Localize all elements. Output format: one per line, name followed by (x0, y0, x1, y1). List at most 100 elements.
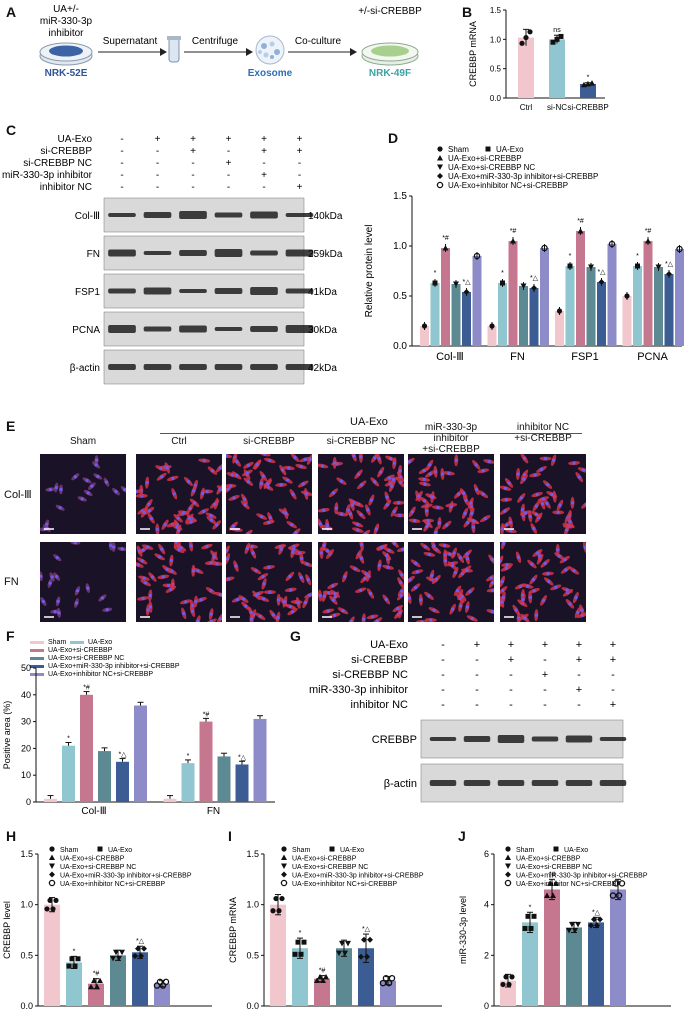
nucleus-stain (86, 491, 90, 495)
nucleus-stain (375, 619, 379, 622)
condition-sign: - (262, 158, 265, 169)
condition-sign: + (474, 639, 480, 651)
data-point (298, 951, 304, 957)
data-point (525, 913, 531, 919)
condition-label: miR-330-3p inhibitor (2, 170, 93, 181)
nucleus-stain (192, 501, 197, 505)
nucleus-stain (576, 610, 580, 615)
nucleus-stain (360, 543, 364, 547)
nucleus-stain (547, 579, 551, 583)
nucleus-stain (305, 562, 309, 566)
nucleus-stain (541, 497, 545, 501)
nucleus-stain (325, 549, 330, 553)
blot-band (214, 212, 243, 218)
nucleus-stain (534, 512, 538, 516)
chart-i: Sham UA-Exo UA-Exo+si-CREBBPUA-Exo+si-CREB… (228, 846, 442, 1011)
cell-stain (216, 613, 222, 622)
nucleus-stain (540, 502, 545, 506)
western-blot-c: UA-Exo - + + + + +si-CREBBP - - + - + +si-CREBBP NC -… (2, 134, 343, 385)
blot-band (497, 735, 525, 743)
condition-sign: - (509, 684, 513, 696)
nucleus-stain (413, 519, 417, 523)
data-point (615, 892, 623, 899)
nucleus-stain (41, 599, 45, 604)
data-point (432, 280, 438, 286)
legend-entry: UA-Exo+inhibitor NC+si-CREBBP (448, 181, 568, 190)
blot-band (285, 364, 314, 370)
bar (235, 764, 249, 802)
bar (358, 948, 374, 1006)
nucleus-stain (243, 503, 247, 507)
nucleus-stain (85, 478, 89, 483)
condition-sign: + (576, 639, 582, 651)
nucleus-stain (287, 466, 291, 470)
nucleus-stain (428, 472, 432, 476)
data-point (645, 238, 651, 244)
nucleus-stain (554, 585, 558, 589)
condition-sign: - (611, 684, 615, 696)
nucleus-stain (267, 520, 271, 525)
blot-band (143, 364, 172, 370)
legend-entry: UA-Exo+si-CREBBP NC (48, 655, 124, 662)
data-point (345, 940, 351, 947)
blot-kda-label: 259kDa (308, 249, 343, 260)
nucleus-stain (380, 545, 384, 549)
data-point (53, 897, 59, 904)
nucleus-stain (318, 522, 322, 526)
significance-label: *# (577, 218, 584, 225)
nucleus-stain (320, 464, 324, 468)
bar (98, 751, 111, 802)
nucleus-stain (268, 590, 272, 594)
data-point (162, 978, 170, 986)
significance-label: *△ (530, 275, 539, 282)
nucleus-stain (535, 551, 540, 555)
nucleus-stain (534, 504, 538, 508)
condition-sign: + (226, 158, 232, 169)
legend-marker (49, 871, 55, 878)
nucleus-stain (322, 594, 327, 598)
nucleus-stain (541, 598, 546, 602)
significance-label: *△ (665, 261, 674, 268)
nucleus-stain (258, 614, 262, 618)
data-point (132, 952, 138, 959)
blot-band (143, 212, 172, 218)
nucleus-stain (90, 484, 94, 488)
nucleus-stain (96, 474, 100, 479)
nucleus-stain (114, 490, 118, 494)
significance-label: * (67, 736, 70, 743)
nucleus-stain (447, 471, 451, 475)
nucleus-stain (341, 609, 345, 613)
nucleus-stain (291, 492, 295, 496)
nucleus-stain (491, 588, 494, 592)
nucleus-stain (254, 593, 258, 597)
nucleus-stain (432, 608, 436, 612)
data-point (47, 897, 53, 904)
nucleus-stain (163, 523, 167, 527)
legend-entry: UA-Exo (108, 847, 132, 854)
nucleus-stain (583, 545, 586, 550)
nucleus-stain (327, 591, 331, 595)
nucleus-stain (145, 481, 149, 485)
data-point (547, 880, 553, 886)
bar (519, 286, 528, 346)
data-point (323, 973, 329, 980)
blot-band (429, 737, 457, 741)
blot-kda-label: 42kDa (308, 363, 337, 374)
nucleus-stain (319, 551, 324, 555)
legend-entry: UA-Exo (340, 847, 364, 854)
y-tick-label: 0.0 (246, 1001, 259, 1011)
legend-marker (437, 146, 443, 152)
data-point (519, 40, 525, 46)
nucleus-stain (262, 597, 266, 601)
condition-sign: + (610, 639, 616, 651)
condition-sign: - (475, 699, 479, 711)
nucleus-stain (331, 491, 336, 495)
nucleus-stain (528, 595, 532, 599)
nucleus-stain (210, 469, 215, 473)
data-point (320, 977, 326, 983)
legend-entry: Sham (292, 847, 310, 854)
nucleus-stain (136, 490, 138, 494)
nucleus-stain (235, 460, 239, 464)
legend-marker (505, 871, 511, 878)
y-tick-label: 0.5 (20, 950, 33, 960)
